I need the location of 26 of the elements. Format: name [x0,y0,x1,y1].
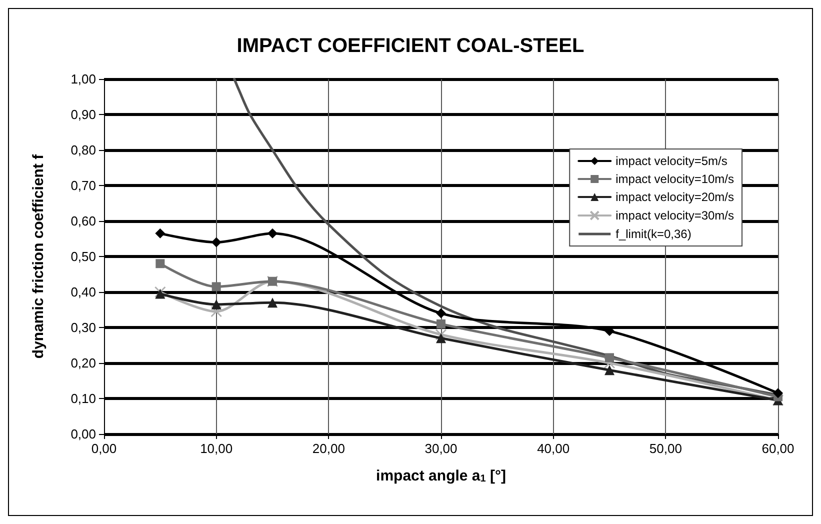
y-tick-label: 0,10 [70,391,96,406]
x-tick-label: 50,00 [649,441,682,456]
y-tick-label: 0,20 [70,356,96,370]
y-tick-label: 0,80 [70,142,96,158]
y-tick-label: 0,40 [70,284,96,300]
x-tick-label: 10,00 [200,441,233,456]
y-tick-label: 0,30 [70,320,96,335]
x-tick-label: 40,00 [537,441,570,456]
y-tick-label: 1,00 [70,72,96,86]
y-tick-label: 0,00 [70,426,96,442]
x-tick-label: 0,00 [91,441,117,456]
legend-label: f_limit(k=0,36) [616,227,692,241]
y-tick-label: 0,50 [70,249,96,264]
legend-label: impact velocity=20m/s [616,190,734,204]
x-tick-label: 60,00 [762,441,794,456]
y-tick-label: 0,60 [70,214,96,228]
y-axis-title: dynamic friction coefficient f [30,153,47,359]
x-tick-label: 20,00 [312,441,345,456]
chart-title: IMPACT COEFFICIENT COAL-STEEL [236,35,584,57]
legend-label: impact velocity=10m/s [616,172,734,186]
y-tick-label: 0,90 [70,107,96,122]
x-axis-title: impact angle a1 [°] [376,468,506,484]
legend-label: impact velocity=30m/s [616,208,734,222]
legend-label: impact velocity=5m/s [616,154,728,168]
x-tick-label: 30,00 [424,441,458,456]
y-tick-label: 0,70 [70,178,96,193]
